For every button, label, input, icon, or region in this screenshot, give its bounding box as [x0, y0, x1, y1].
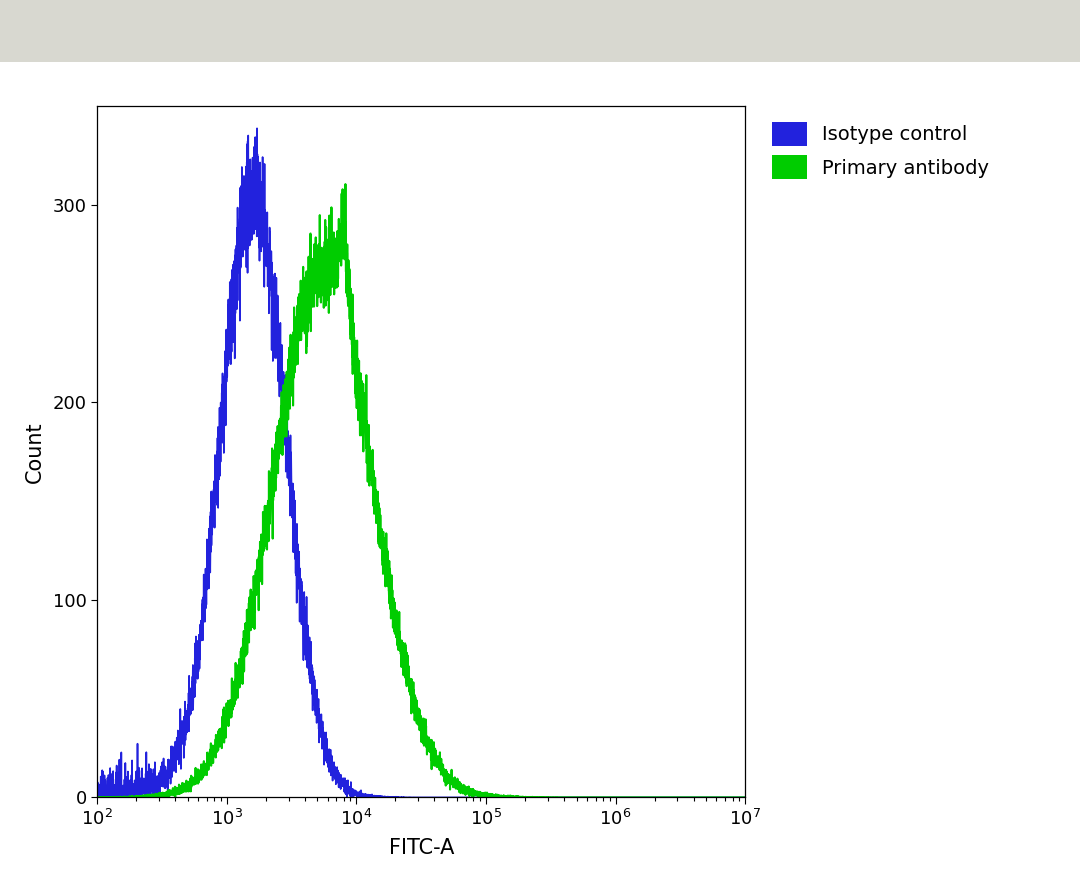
- X-axis label: FITC-A: FITC-A: [389, 837, 454, 858]
- Legend: Isotype control, Primary antibody: Isotype control, Primary antibody: [766, 116, 995, 185]
- Y-axis label: Count: Count: [25, 421, 44, 483]
